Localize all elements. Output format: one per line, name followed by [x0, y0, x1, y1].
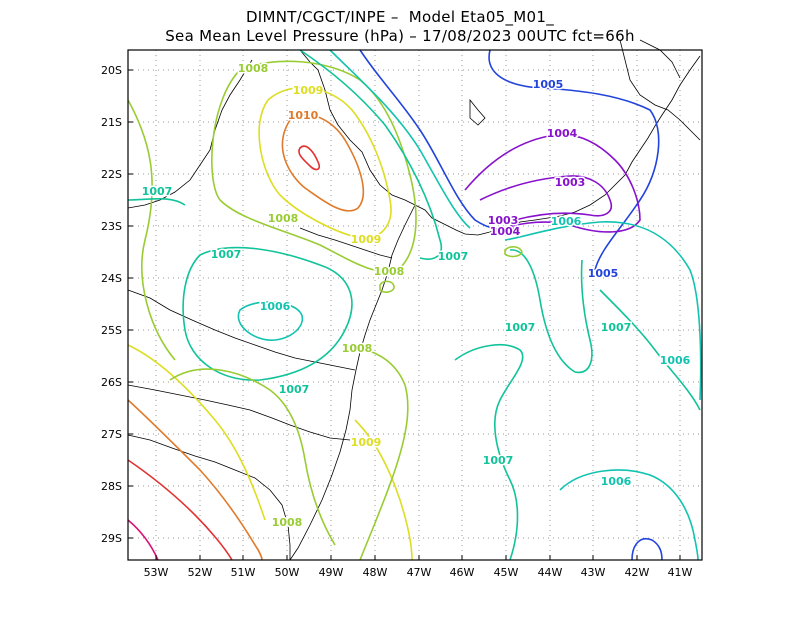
isobar-1011 — [298, 145, 321, 171]
lon-tick-label: 43W — [581, 566, 606, 579]
gridlines — [128, 50, 702, 560]
contour-label-1009: 1009 — [351, 233, 382, 246]
isobar-1007 — [127, 197, 186, 206]
latitude-labels: 20S 21S 22S 23S 24S 25S 26S 27S 28S 29S — [101, 64, 122, 545]
lon-tick-label: 48W — [363, 566, 388, 579]
isobar-1008-b — [127, 99, 176, 361]
isobar-lines — [127, 49, 702, 561]
contour-label-1008: 1008 — [374, 265, 405, 278]
contour-label-1003: 1003 — [555, 176, 586, 189]
contour-label-1010: 1010 — [288, 109, 319, 122]
contour-label-1008: 1008 — [238, 62, 269, 75]
lon-tick-label: 51W — [231, 566, 256, 579]
lat-tick-label: 29S — [101, 532, 122, 545]
isobar-1010 — [281, 113, 365, 212]
isobar-1006 — [237, 301, 304, 341]
coastline — [127, 39, 701, 561]
axis-ticks — [128, 69, 681, 560]
longitude-labels: 53W 52W 51W 50W 49W 48W 47W 46W 45W 44W 43W 42W 41W — [144, 566, 693, 579]
isobar-1012 — [127, 519, 159, 561]
contour-label-1009: 1009 — [351, 436, 382, 449]
isobar-1009-c — [127, 344, 266, 521]
contour-label-1007: 1007 — [483, 454, 514, 467]
contour-label-1004: 1004 — [490, 225, 521, 238]
contour-label-1003: 1003 — [488, 214, 519, 227]
isobar-1009 — [258, 86, 392, 239]
isobar-1003 — [479, 175, 612, 225]
lon-tick-label: 47W — [407, 566, 432, 579]
map-frame — [127, 49, 703, 561]
contour-label-1008: 1008 — [268, 212, 299, 225]
contour-label-1007: 1007 — [279, 383, 310, 396]
isobar-1007-b — [299, 49, 442, 260]
lat-tick-label: 25S — [101, 324, 122, 337]
contour-label-1007: 1007 — [438, 250, 469, 263]
isobar-1011-b — [127, 459, 233, 561]
contour-label-1005: 1005 — [588, 267, 619, 280]
lat-tick-label: 28S — [101, 480, 122, 493]
contour-labels: 1008 1009 1010 1007 1008 1009 1007 1008 1006 1007… — [140, 61, 692, 531]
contour-label-1007: 1007 — [601, 321, 632, 334]
contour-label-1006: 1006 — [601, 475, 632, 488]
lon-tick-label: 50W — [275, 566, 300, 579]
lon-tick-label: 52W — [188, 566, 213, 579]
isobar-1005 — [359, 49, 516, 231]
lat-tick-label: 27S — [101, 428, 122, 441]
lat-tick-label: 22S — [101, 168, 122, 181]
contour-label-1004: 1004 — [547, 127, 578, 140]
isobar-1007-d — [509, 249, 593, 374]
isobar-1004 — [464, 133, 641, 233]
isobar-1007-e — [454, 344, 524, 561]
lon-tick-label: 49W — [319, 566, 344, 579]
isobar-1005-b — [488, 49, 660, 271]
lon-tick-label: 42W — [625, 566, 650, 579]
lon-tick-label: 44W — [538, 566, 563, 579]
lat-tick-label: 24S — [101, 272, 122, 285]
isobar-1008-f — [504, 246, 523, 258]
lon-tick-label: 53W — [144, 566, 169, 579]
contour-label-1006: 1006 — [660, 354, 691, 367]
lon-tick-label: 41W — [668, 566, 693, 579]
lat-tick-label: 20S — [101, 64, 122, 77]
isobar-1008-c — [169, 368, 336, 546]
isobar-1010-b — [127, 399, 263, 561]
contour-label-1007: 1007 — [211, 248, 242, 261]
isobar-1006-b — [329, 49, 471, 229]
map-title: DIMNT/CGCT/INPE – Model Eta05_M01_ — [245, 8, 555, 26]
isobar-1009-b — [354, 419, 413, 561]
contour-label-1008: 1008 — [272, 516, 303, 529]
map-subtitle: Sea Mean Level Pressure (hPa) – 17/08/20… — [165, 27, 635, 45]
lat-tick-label: 26S — [101, 376, 122, 389]
isobar-1006-c — [504, 221, 702, 401]
lat-tick-label: 21S — [101, 116, 122, 129]
contour-label-1006: 1006 — [260, 300, 291, 313]
contour-label-1008: 1008 — [342, 342, 373, 355]
isobar-1007-f — [599, 289, 701, 411]
isobar-1007-c — [182, 246, 353, 381]
contour-label-1009: 1009 — [293, 84, 324, 97]
lon-tick-label: 46W — [450, 566, 475, 579]
contour-label-1005: 1005 — [533, 78, 564, 91]
contour-label-1006: 1006 — [551, 215, 582, 228]
isobar-1006-d — [559, 469, 699, 561]
isobar-1008-e — [379, 280, 395, 293]
lat-tick-label: 23S — [101, 220, 122, 233]
contour-label-1007: 1007 — [142, 185, 173, 198]
lon-tick-label: 45W — [494, 566, 519, 579]
isobar-1005-c — [631, 538, 663, 561]
contour-label-1007: 1007 — [505, 321, 536, 334]
isobar-1008-d — [344, 348, 409, 561]
